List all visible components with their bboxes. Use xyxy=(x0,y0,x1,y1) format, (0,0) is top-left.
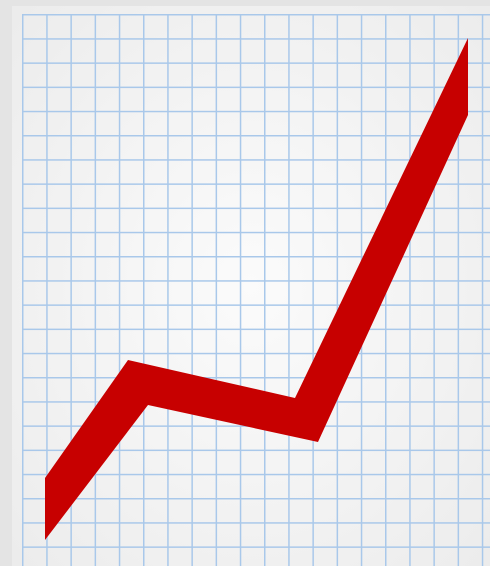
chart-increasing-icon xyxy=(0,0,490,566)
grid xyxy=(22,14,490,566)
page xyxy=(0,0,490,566)
